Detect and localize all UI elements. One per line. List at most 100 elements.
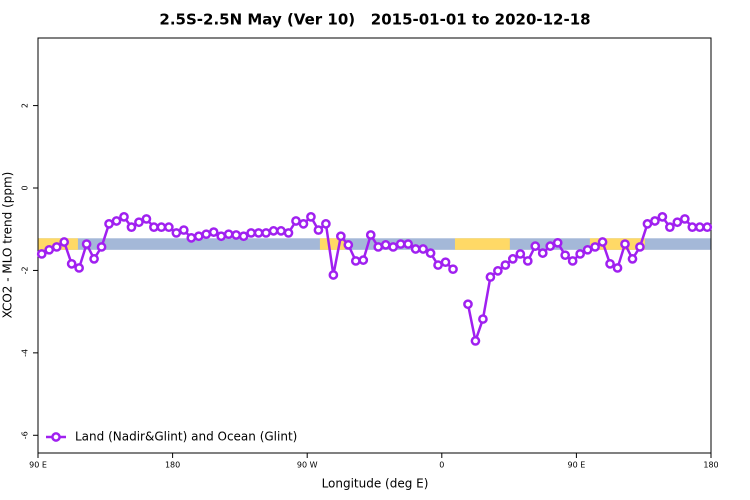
point	[141, 214, 152, 224]
point	[575, 249, 585, 259]
point	[567, 256, 578, 266]
point	[478, 314, 488, 324]
point	[358, 255, 369, 265]
point	[500, 260, 511, 270]
point	[350, 256, 361, 266]
point	[507, 254, 518, 264]
point	[665, 222, 675, 233]
point	[620, 239, 630, 249]
point	[246, 228, 256, 238]
point	[425, 248, 436, 258]
point	[283, 228, 294, 238]
y-tick-label: -6	[21, 431, 30, 439]
point	[89, 254, 99, 264]
point	[126, 222, 137, 233]
point	[164, 222, 174, 233]
x-axis-label: Longitude (deg E)	[322, 477, 429, 491]
point	[672, 217, 683, 228]
point	[679, 214, 690, 224]
point	[433, 260, 443, 270]
point	[365, 230, 376, 240]
point	[208, 227, 219, 237]
point	[493, 265, 503, 276]
legend-label: Land (Nadir&Glint) and Ocean (Glint)	[75, 430, 297, 444]
point	[238, 231, 249, 242]
x-tick-label: 0	[439, 461, 444, 470]
point	[44, 244, 55, 255]
point	[642, 219, 653, 229]
plot-frame	[37, 37, 712, 454]
point	[485, 272, 496, 282]
x-tick-label: 90 E	[568, 461, 586, 470]
x-tick-label: 180	[703, 461, 718, 470]
point	[418, 244, 428, 254]
point	[96, 242, 107, 252]
point	[193, 231, 204, 242]
point	[582, 244, 593, 255]
point	[605, 258, 615, 269]
y-tick-label: -4	[21, 349, 30, 357]
point	[291, 216, 301, 226]
point	[298, 219, 309, 229]
point	[590, 242, 600, 252]
point	[186, 233, 197, 243]
point	[216, 231, 227, 242]
band-span	[454, 238, 510, 250]
point	[395, 239, 406, 249]
point	[560, 250, 571, 261]
point	[687, 222, 698, 233]
point	[463, 299, 473, 310]
point	[104, 219, 114, 229]
point	[522, 256, 533, 266]
point	[261, 228, 271, 238]
point	[612, 263, 623, 273]
x-tick-label: 90 W	[297, 461, 318, 470]
point	[537, 248, 548, 258]
point	[156, 222, 167, 233]
point	[627, 254, 638, 264]
x-tick-label: 90 E	[29, 461, 47, 470]
legend-marker	[51, 432, 61, 442]
point	[650, 216, 660, 226]
point	[410, 244, 421, 254]
point	[74, 263, 84, 273]
point	[51, 242, 62, 252]
point	[343, 240, 354, 250]
y-tick-label: 0	[21, 185, 30, 190]
point	[702, 222, 713, 233]
point	[231, 230, 242, 240]
point	[313, 225, 324, 235]
point	[223, 229, 234, 240]
point	[59, 237, 70, 247]
point	[545, 241, 556, 251]
point	[552, 237, 563, 248]
point	[657, 212, 668, 222]
band-span	[319, 238, 345, 250]
point	[66, 258, 77, 269]
point	[36, 249, 47, 259]
point	[306, 212, 316, 222]
point	[440, 257, 451, 268]
point	[171, 228, 182, 238]
point	[119, 212, 129, 222]
point	[134, 217, 144, 228]
point	[470, 336, 481, 346]
point	[336, 231, 346, 242]
band-span	[589, 238, 645, 250]
x-tick-label: 180	[165, 461, 180, 470]
point	[597, 237, 608, 247]
y-tick-label: 2	[21, 103, 30, 108]
point	[178, 225, 189, 235]
point	[276, 226, 286, 236]
point	[448, 264, 458, 275]
point	[515, 249, 526, 259]
y-tick-label: -2	[21, 266, 30, 274]
point	[149, 222, 159, 233]
point	[201, 229, 212, 240]
point	[403, 239, 413, 249]
point	[380, 240, 391, 250]
point	[268, 226, 279, 236]
point	[694, 222, 705, 233]
point	[111, 216, 122, 226]
